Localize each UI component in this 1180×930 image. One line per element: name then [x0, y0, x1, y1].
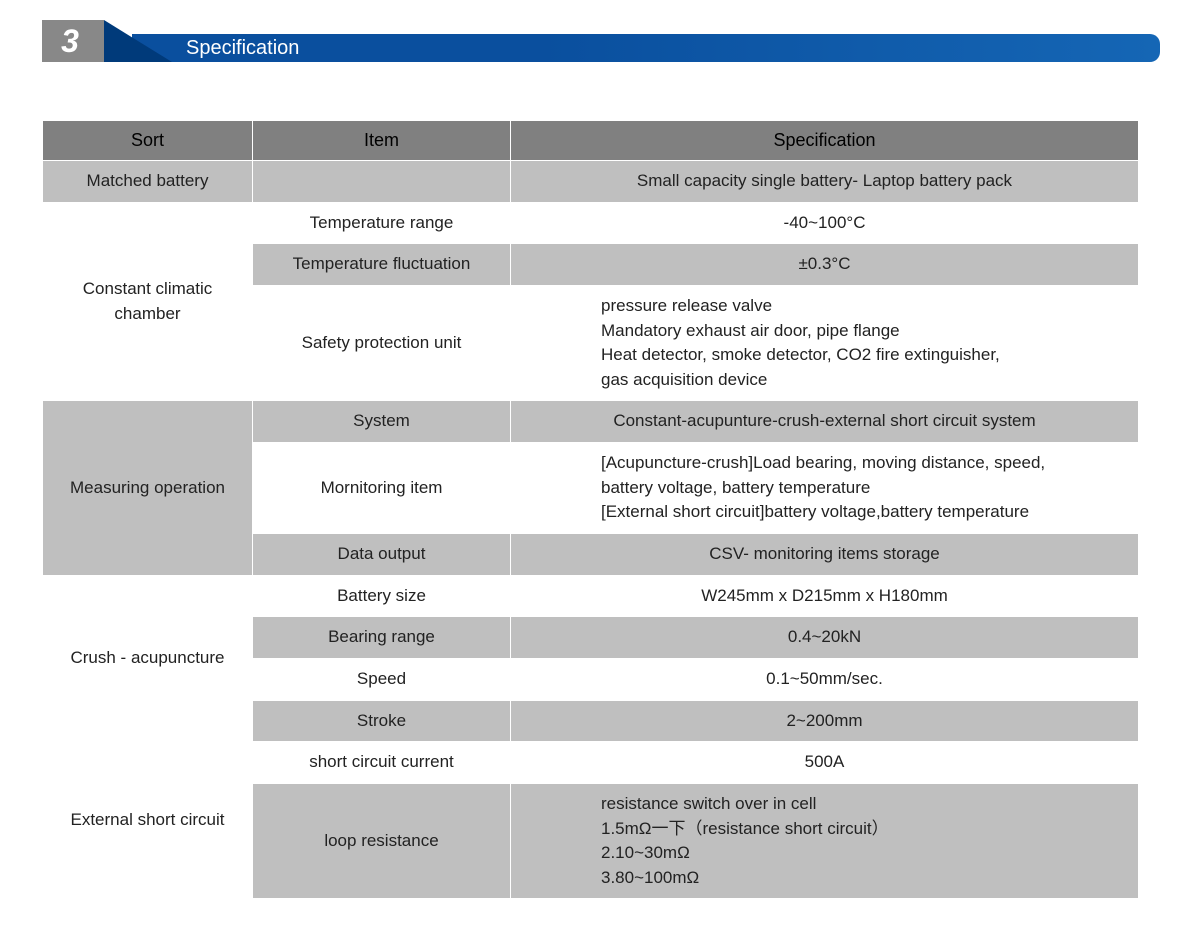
- cell-spec: CSV- monitoring items storage: [511, 534, 1139, 576]
- cell-sort: Measuring operation: [43, 401, 253, 575]
- cell-sort: External short circuit: [43, 742, 253, 899]
- col-header-sort: Sort: [43, 121, 253, 161]
- cell-spec: 0.1~50mm/sec.: [511, 658, 1139, 700]
- cell-spec: [Acupuncture-crush]Load bearing, moving …: [511, 443, 1139, 534]
- cell-spec: 2~200mm: [511, 700, 1139, 742]
- section-header: 3 Specification: [42, 20, 1160, 62]
- cell-item: loop resistance: [253, 783, 511, 899]
- section-number: 3: [61, 23, 79, 60]
- cell-item: Safety protection unit: [253, 285, 511, 401]
- table-row: Measuring operation System Constant-acup…: [43, 401, 1139, 443]
- cell-spec: W245mm x D215mm x H180mm: [511, 575, 1139, 617]
- cell-item: [253, 161, 511, 203]
- section-title-bar: Specification: [132, 34, 1160, 62]
- cell-item: Bearing range: [253, 617, 511, 659]
- cell-item: Speed: [253, 658, 511, 700]
- cell-sort: Crush - acupuncture: [43, 575, 253, 742]
- table-row: Crush - acupuncture Battery size W245mm …: [43, 575, 1139, 617]
- cell-item: Temperature range: [253, 202, 511, 244]
- cell-item: Battery size: [253, 575, 511, 617]
- table-row: External short circuit short circuit cur…: [43, 742, 1139, 784]
- cell-spec: ±0.3°C: [511, 244, 1139, 286]
- cell-spec: Constant-acupunture-crush-external short…: [511, 401, 1139, 443]
- col-header-item: Item: [253, 121, 511, 161]
- cell-sort: Matched battery: [43, 161, 253, 203]
- cell-item: Stroke: [253, 700, 511, 742]
- table-header-row: Sort Item Specification: [43, 121, 1139, 161]
- col-header-spec: Specification: [511, 121, 1139, 161]
- cell-spec: pressure release valve Mandatory exhaust…: [511, 285, 1139, 401]
- cell-item: Temperature fluctuation: [253, 244, 511, 286]
- cell-spec: 0.4~20kN: [511, 617, 1139, 659]
- cell-item: short circuit current: [253, 742, 511, 784]
- specification-table: Sort Item Specification Matched battery …: [42, 120, 1139, 899]
- section-title: Specification: [186, 37, 299, 60]
- cell-spec: 500A: [511, 742, 1139, 784]
- cell-spec: Small capacity single battery- Laptop ba…: [511, 161, 1139, 203]
- cell-item: Data output: [253, 534, 511, 576]
- header-triangle: [104, 20, 172, 62]
- cell-item: System: [253, 401, 511, 443]
- cell-item: Mornitoring item: [253, 443, 511, 534]
- cell-spec: resistance switch over in cell 1.5mΩ一下（r…: [511, 783, 1139, 899]
- table-row: Matched battery Small capacity single ba…: [43, 161, 1139, 203]
- cell-sort: Constant climatic chamber: [43, 202, 253, 401]
- section-number-box: 3: [42, 20, 104, 62]
- cell-spec: -40~100°C: [511, 202, 1139, 244]
- table-row: Constant climatic chamber Temperature ra…: [43, 202, 1139, 244]
